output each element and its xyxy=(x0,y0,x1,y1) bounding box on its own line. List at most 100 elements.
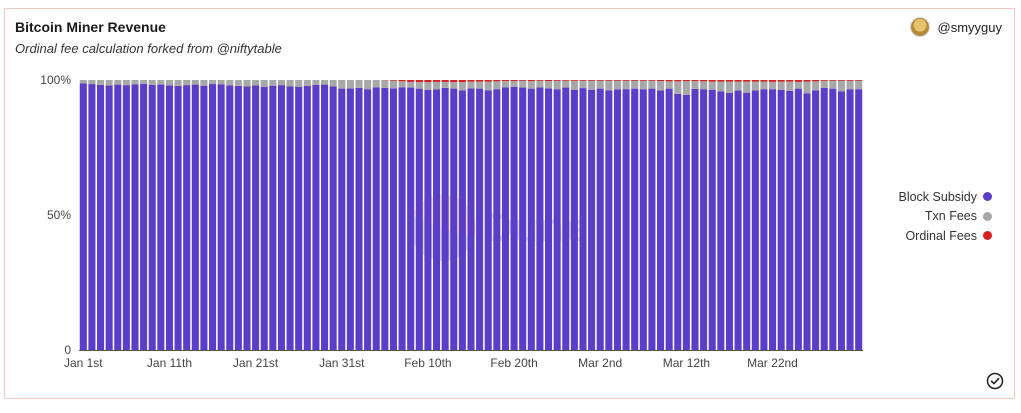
bar-txn-fees xyxy=(751,81,759,91)
author-link[interactable]: @smyyguy xyxy=(909,17,1002,37)
bar-block-subsidy xyxy=(820,87,828,350)
bar-txn-fees xyxy=(338,80,346,89)
bar-txn-fees xyxy=(708,81,716,90)
bar-ordinal-fees xyxy=(519,80,527,81)
chart-card: Bitcoin Miner Revenue Ordinal fee calcul… xyxy=(4,8,1015,399)
bar-txn-fees xyxy=(415,82,423,89)
bar-block-subsidy xyxy=(321,84,329,350)
bar-ordinal-fees xyxy=(398,80,406,82)
bar-block-subsidy xyxy=(226,85,234,351)
bar-txn-fees xyxy=(303,80,311,86)
bar-ordinal-fees xyxy=(562,80,570,81)
legend-item-ordinal-fees[interactable]: Ordinal Fees xyxy=(898,226,992,246)
bar-txn-fees xyxy=(226,80,234,86)
bar-txn-fees xyxy=(174,80,182,86)
bar-ordinal-fees xyxy=(648,80,656,81)
bar-block-subsidy xyxy=(157,84,165,350)
bar-block-subsidy xyxy=(579,88,587,350)
bar-txn-fees xyxy=(165,80,173,86)
bar-block-subsidy xyxy=(700,89,708,351)
bar-txn-fees xyxy=(777,81,785,90)
bar-block-subsidy xyxy=(484,90,492,350)
bar-block-subsidy xyxy=(691,88,699,350)
bar-block-subsidy xyxy=(527,88,535,350)
bar-block-subsidy xyxy=(200,85,208,351)
bar-ordinal-fees xyxy=(389,80,397,81)
bar-txn-fees xyxy=(407,81,415,88)
bar-txn-fees xyxy=(493,81,501,90)
bar-ordinal-fees xyxy=(536,80,544,81)
bar-ordinal-fees xyxy=(570,80,578,81)
bar-txn-fees xyxy=(631,80,639,89)
bar-ordinal-fees xyxy=(760,80,768,82)
bar-block-subsidy xyxy=(588,89,596,351)
bar-block-subsidy xyxy=(855,89,863,351)
bar-txn-fees xyxy=(725,81,733,93)
bar-ordinal-fees xyxy=(415,80,423,83)
bar-txn-fees xyxy=(562,80,570,88)
bar-ordinal-fees xyxy=(743,80,751,82)
bar-txn-fees xyxy=(519,80,527,88)
bar-ordinal-fees xyxy=(596,80,604,81)
bar-txn-fees xyxy=(252,80,260,86)
legend-dot-icon xyxy=(983,211,992,221)
bar-txn-fees xyxy=(364,80,372,90)
bar-block-subsidy xyxy=(605,90,613,350)
bar-block-subsidy xyxy=(510,86,518,350)
chart-subtitle: Ordinal fee calculation forked from @nif… xyxy=(15,41,282,56)
bar-txn-fees xyxy=(183,80,191,86)
bar-ordinal-fees xyxy=(691,80,699,82)
bar-txn-fees xyxy=(769,81,777,90)
bar-txn-fees xyxy=(579,80,587,89)
bar-ordinal-fees xyxy=(855,80,863,81)
bar-block-subsidy xyxy=(217,84,225,350)
bar-block-subsidy xyxy=(372,87,380,350)
bar-ordinal-fees xyxy=(657,80,665,82)
author-avatar xyxy=(909,17,930,37)
bar-block-subsidy xyxy=(312,84,320,351)
bar-ordinal-fees xyxy=(682,80,690,82)
bar-block-subsidy xyxy=(553,89,561,351)
bar-block-subsidy xyxy=(122,85,130,350)
bar-txn-fees xyxy=(837,80,845,92)
bar-block-subsidy xyxy=(303,85,311,350)
bar-txn-fees xyxy=(122,80,130,86)
bar-txn-fees xyxy=(588,80,596,90)
bar-block-subsidy xyxy=(295,86,303,350)
bar-txn-fees xyxy=(114,80,122,85)
bar-ordinal-fees xyxy=(665,80,673,82)
bar-txn-fees xyxy=(613,80,621,90)
bar-txn-fees xyxy=(441,81,449,88)
bar-txn-fees xyxy=(433,81,441,90)
check-circle-icon[interactable] xyxy=(986,372,1004,390)
bar-block-subsidy xyxy=(717,91,725,350)
bar-ordinal-fees xyxy=(725,80,733,82)
bar-ordinal-fees xyxy=(433,80,441,82)
legend-item-txn-fees[interactable]: Txn Fees xyxy=(898,207,992,227)
bar-block-subsidy xyxy=(777,89,785,350)
bar-txn-fees xyxy=(157,80,165,85)
bar-ordinal-fees xyxy=(751,80,759,82)
bar-block-subsidy xyxy=(148,84,156,351)
bar-block-subsidy xyxy=(501,87,509,350)
bar-txn-fees xyxy=(605,80,613,91)
bar-txn-fees xyxy=(467,81,475,89)
x-tick-label: Feb 20th xyxy=(490,356,537,370)
bar-txn-fees xyxy=(674,81,682,94)
bar-txn-fees xyxy=(269,80,277,86)
bar-txn-fees xyxy=(88,80,96,85)
bar-txn-fees xyxy=(717,81,725,92)
bar-block-subsidy xyxy=(648,88,656,350)
chart-legend: Block Subsidy Txn Fees Ordinal Fees xyxy=(898,187,992,246)
bar-txn-fees xyxy=(209,80,217,85)
x-tick-label: Feb 10th xyxy=(404,356,451,370)
bar-txn-fees xyxy=(346,80,354,89)
bar-txn-fees xyxy=(794,81,802,89)
legend-item-block-subsidy[interactable]: Block Subsidy xyxy=(898,187,992,207)
bar-txn-fees xyxy=(148,80,156,85)
bar-txn-fees xyxy=(243,80,251,87)
bar-txn-fees xyxy=(372,80,380,88)
bar-block-subsidy xyxy=(277,85,285,350)
bar-block-subsidy xyxy=(441,87,449,350)
bar-ordinal-fees xyxy=(458,80,466,83)
